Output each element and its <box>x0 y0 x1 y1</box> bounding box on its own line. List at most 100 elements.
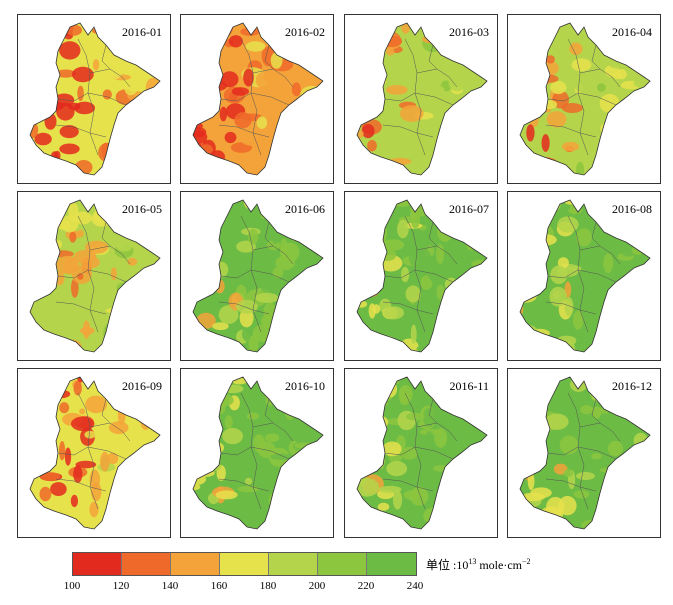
map-patch <box>431 162 454 175</box>
map-patch <box>64 339 82 352</box>
map-patch <box>206 441 224 454</box>
map-patch <box>30 334 39 347</box>
internal-border <box>220 92 290 106</box>
map-patch <box>256 116 268 129</box>
map-patch <box>85 240 109 254</box>
map-patch <box>619 51 644 60</box>
legend-tick-label: 140 <box>161 580 179 592</box>
map-patch <box>573 490 590 499</box>
map-patch <box>403 490 422 500</box>
map-patch <box>601 220 609 230</box>
map-patch <box>546 111 567 128</box>
map-patch <box>441 147 465 162</box>
map-svg <box>192 22 324 176</box>
map-patch <box>30 445 34 452</box>
map-patch <box>377 502 390 511</box>
map-patch <box>139 322 158 336</box>
map-patch <box>279 158 294 169</box>
map-patch <box>264 433 280 443</box>
map-patch <box>98 142 117 163</box>
map-patch <box>193 214 206 234</box>
map-patch <box>544 377 556 391</box>
map-patch <box>144 220 160 237</box>
map-patch <box>307 442 323 454</box>
map-patch <box>195 95 206 113</box>
map-patch <box>440 299 458 317</box>
map-patch <box>150 121 160 135</box>
color-legend <box>72 552 417 576</box>
map-patch <box>463 113 475 124</box>
map-patch <box>462 98 475 105</box>
map-patch <box>140 494 153 511</box>
map-patch <box>545 200 561 212</box>
map-patch <box>422 469 434 486</box>
map-patch <box>424 200 447 209</box>
map-patch <box>231 87 249 96</box>
map-patch <box>383 306 405 320</box>
map-patch <box>141 97 152 116</box>
map-patch <box>237 485 259 493</box>
map-patch <box>200 218 221 231</box>
map-patch <box>633 432 648 449</box>
map-patch <box>357 129 364 139</box>
map-patch <box>30 24 41 42</box>
map-patch <box>243 200 257 210</box>
map-patch <box>372 304 381 314</box>
map-patch <box>447 466 456 483</box>
map-patch <box>101 204 115 215</box>
map-patch <box>371 161 388 170</box>
map-patch <box>449 311 472 330</box>
map-patch <box>219 106 228 122</box>
map-patch <box>595 166 607 174</box>
map-patch <box>436 244 445 264</box>
map-patch <box>550 80 567 95</box>
map-patch <box>198 249 217 262</box>
map-patch <box>385 47 395 56</box>
map-patch <box>633 396 640 408</box>
map-patch <box>312 450 323 459</box>
map-patch <box>637 124 644 142</box>
internal-border <box>220 446 290 460</box>
map-patch <box>420 275 433 290</box>
map-patch <box>202 445 213 454</box>
internal-border <box>382 478 434 492</box>
map-patch <box>571 58 592 72</box>
map-patch <box>477 516 487 529</box>
legend-tick-label: 220 <box>357 580 375 592</box>
map-patch <box>563 469 574 477</box>
map-patch <box>401 446 418 460</box>
map-patch <box>448 73 467 92</box>
map-panel: 2016-07 <box>344 191 498 361</box>
map-patch <box>139 497 154 509</box>
internal-border <box>579 245 621 265</box>
map-patch <box>457 102 466 123</box>
map-patch <box>457 393 465 402</box>
map-patch <box>147 284 159 299</box>
map-patch <box>276 307 295 321</box>
internal-border <box>545 124 597 138</box>
map-patch <box>193 384 200 394</box>
internal-border <box>218 301 270 315</box>
map-patch <box>599 93 620 113</box>
internal-border <box>89 245 131 265</box>
map-patch <box>366 284 380 297</box>
map-patch <box>583 25 608 34</box>
map-patch <box>280 238 288 258</box>
legend-tick-label: 240 <box>406 580 424 592</box>
panel-date-label: 2016-08 <box>612 202 652 216</box>
map-patch <box>576 228 592 247</box>
map-patch <box>541 134 550 152</box>
map-svg <box>356 22 488 176</box>
map-patch <box>30 382 44 390</box>
map-patch <box>222 384 244 394</box>
map-patch <box>264 392 279 406</box>
region-outline <box>356 22 488 176</box>
map-patch <box>33 388 56 399</box>
map-patch <box>205 81 227 92</box>
map-patch <box>110 267 117 281</box>
map-patch <box>144 158 154 172</box>
map-patch <box>145 407 153 415</box>
map-patch <box>540 23 558 29</box>
map-patch <box>40 100 51 112</box>
map-svg <box>29 376 161 530</box>
